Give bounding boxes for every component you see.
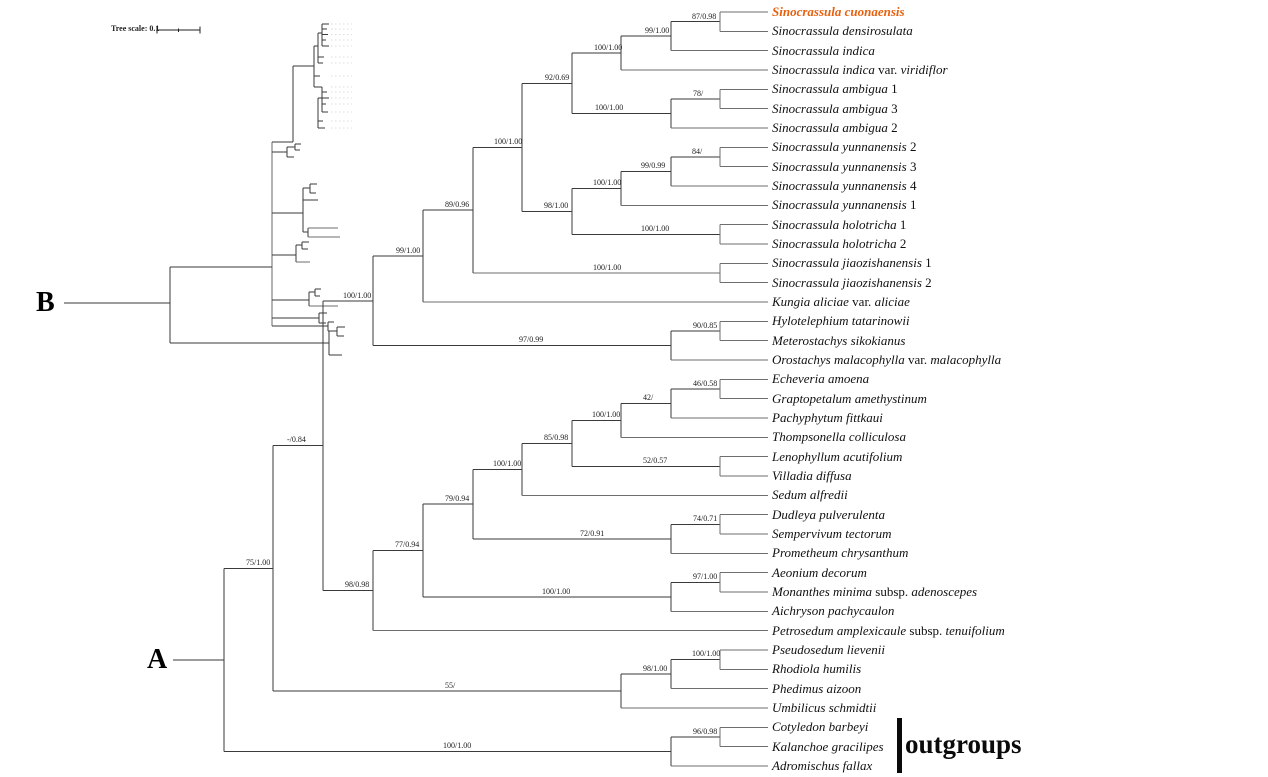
support-value: -/0.84 [287,435,306,444]
taxon-label: Kungia aliciae var. aliciae [772,294,910,309]
tree-b-thumbnail [64,23,352,356]
support-value: 72/0.91 [580,529,605,538]
taxon-label: Lenophyllum acutifolium [772,449,903,464]
support-value: 100/1.00 [443,741,472,750]
support-value: 42/ [643,393,654,402]
taxon-label: Sinocrassula cuonaensis [772,4,905,19]
support-value: 98/1.00 [643,664,668,673]
taxon-label: Orostachys malacophylla var. malacophyll… [772,352,1002,367]
panel-b-label: B [36,287,55,318]
support-value: 98/1.00 [544,201,569,210]
taxon-label: Echeveria amoena [772,371,870,386]
support-value: 55/ [445,681,456,690]
taxon-label: Dudleya pulverulenta [772,507,885,522]
taxon-label: Petrosedum amplexicaule subsp. tenuifoli… [772,623,1005,638]
taxon-label: Sinocrassula densirosulata [772,23,913,38]
support-value: 84/ [692,147,703,156]
support-value: 78/ [693,89,704,98]
support-value: 89/0.96 [445,200,470,209]
taxon-label: Pachyphytum fittkaui [772,410,883,425]
support-value: 100/1.00 [493,459,522,468]
support-value: 100/1.00 [542,587,571,596]
support-value: 46/0.58 [693,379,718,388]
scale-bar-graphic [156,26,201,34]
taxon-label: Sempervivum tectorum [772,526,892,541]
support-value: 99/0.99 [641,161,666,170]
support-value: 79/0.94 [445,494,470,503]
support-value: 96/0.98 [693,727,718,736]
taxon-label: Sinocrassula jiaozishanensis 1 [772,255,932,270]
tree-scale-label: Tree scale: 0.1 [111,24,160,33]
support-value: 77/0.94 [395,540,420,549]
taxon-label: Sinocrassula yunnanensis 4 [772,178,917,193]
taxon-label: Sinocrassula ambigua 1 [772,81,898,96]
taxon-label: Adromischus fallax [772,758,873,773]
support-value: 100/1.00 [494,137,523,146]
taxon-label: Sinocrassula yunnanensis 3 [772,159,917,174]
support-value: 98/0.98 [345,580,370,589]
support-value: 75/1.00 [246,558,271,567]
taxon-label: Sinocrassula indica var. viridiflor [772,62,948,77]
taxon-label: Pseudosedum lievenii [772,642,885,657]
support-value: 85/0.98 [544,433,569,442]
taxon-label: Sedum alfredii [772,487,848,502]
support-value: 99/1.00 [396,246,421,255]
support-value: 100/1.00 [595,103,624,112]
taxon-label: Sinocrassula jiaozishanensis 2 [772,275,932,290]
taxon-label: Sinocrassula indica [772,43,875,58]
taxon-label: Aeonium decorum [772,565,867,580]
support-value: 100/1.00 [593,178,622,187]
taxon-label: Meterostachys sikokianus [772,333,906,348]
support-value: 100/1.00 [343,291,372,300]
taxon-label: Aichryson pachycaulon [772,603,895,618]
taxon-label: Sinocrassula ambigua 3 [772,101,898,116]
support-value: 92/0.69 [545,73,570,82]
taxon-label: Rhodiola humilis [772,661,862,676]
support-value: 90/0.85 [693,321,718,330]
taxon-label: Sinocrassula yunnanensis 1 [772,197,917,212]
taxon-label: Sinocrassula yunnanensis 2 [772,139,917,154]
support-value: 97/0.99 [519,335,544,344]
taxon-label: Phedimus aizoon [772,681,862,696]
taxon-label: Hylotelephium tatarinowii [772,313,910,328]
taxon-label: Kalanchoe gracilipes [772,739,884,754]
taxon-label: Graptopetalum amethystinum [772,391,927,406]
support-value: 87/0.98 [692,12,717,21]
taxon-label: Cotyledon barbeyi [772,719,869,734]
taxon-label: Thompsonella colliculosa [772,429,906,444]
taxon-label: Sinocrassula ambigua 2 [772,120,898,135]
outgroups-label: outgroups [905,729,1022,759]
support-value: 52/0.57 [643,456,668,465]
taxon-label: Umbilicus schmidtii [772,700,877,715]
support-value: 74/0.71 [693,514,718,523]
taxon-label: Prometheum chrysanthum [772,545,909,560]
support-value: 100/1.00 [641,224,670,233]
support-value: 100/1.00 [593,263,622,272]
taxon-label: Sinocrassula holotricha 2 [772,236,907,251]
taxon-label: Monanthes minima subsp. adenoscepes [772,584,978,599]
taxon-label: Villadia diffusa [772,468,852,483]
outgroups-bar [897,718,902,773]
panel-a-label: A [147,644,168,675]
support-value: 100/1.00 [592,410,621,419]
support-value: 97/1.00 [693,572,718,581]
support-value: 99/1.00 [645,26,670,35]
taxon-label: Sinocrassula holotricha 1 [772,217,907,232]
support-value: 100/1.00 [594,43,623,52]
tree-a-branches [173,11,768,767]
support-value: 100/1.00 [692,649,721,658]
